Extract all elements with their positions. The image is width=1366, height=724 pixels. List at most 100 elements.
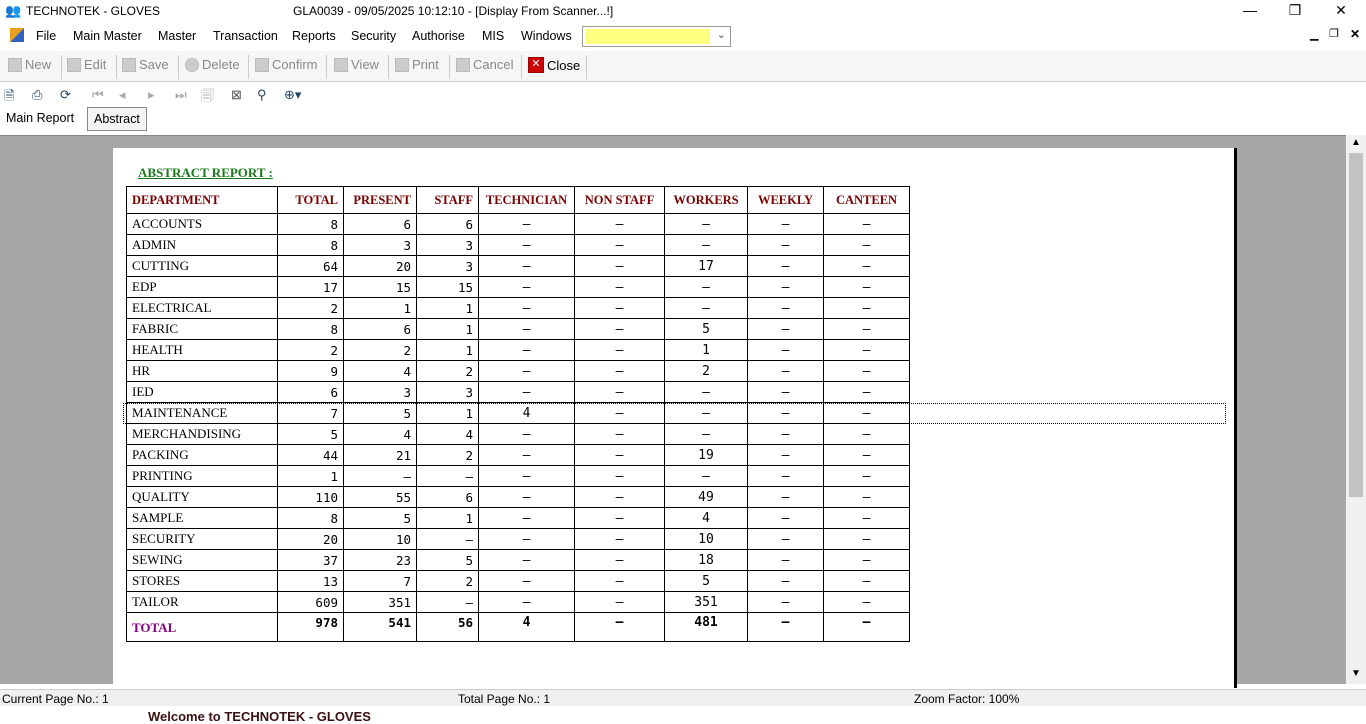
close-window-icon[interactable]: ✕ [1335,2,1347,18]
value-cell: 20 [277,528,344,550]
menu-app-icon[interactable] [10,28,24,42]
view-button[interactable]: View [334,57,379,72]
table-row: SAMPLE 8 5 1– –4– – [126,507,910,529]
print-button[interactable]: Print [395,57,439,72]
mdi-close-icon[interactable]: ✕ [1350,27,1361,41]
value-cell: 15 [416,276,479,298]
company-select[interactable]: ⌄ [582,26,731,47]
print-report-icon[interactable]: ⎙ [32,87,43,102]
mdi-restore-icon[interactable]: ❐ [1329,28,1339,40]
table-row: HR 9 4 2– –2– – [126,360,910,382]
confirm-label: Confirm [272,57,318,72]
value-cell: – [574,255,665,277]
value-cell: – [574,507,665,529]
value-cell: – [823,339,910,361]
first-page-icon[interactable]: ⏮ [92,87,104,102]
close-button[interactable]: ✕ Close [528,57,580,73]
value-cell: – [574,444,665,466]
goto-page-icon[interactable]: 🗐 [201,88,214,103]
value-cell: 2 [416,444,479,466]
confirm-button[interactable]: Confirm [255,57,318,72]
stop-icon[interactable]: ⊠ [231,87,242,102]
value-cell: – [747,486,824,508]
value-cell: 3 [343,381,417,403]
value-cell: 4 [478,612,575,642]
cancel-label: Cancel [473,57,514,72]
scroll-thumb[interactable] [1349,153,1363,497]
new-button[interactable]: New [8,57,51,72]
chevron-down-icon[interactable]: ⌄ [716,29,726,41]
menu-transaction[interactable]: Transaction [213,29,278,43]
vertical-scrollbar[interactable]: ▲ ▼ [1346,135,1366,684]
menu-master[interactable]: Master [158,29,197,43]
tab-main-report[interactable]: Main Report [6,111,75,125]
restore-icon[interactable]: ❐ [1288,2,1302,18]
table-row: QUALITY 110 55 6– –49– – [126,486,910,508]
menu-security[interactable]: Security [351,29,397,43]
menu-file[interactable]: File [36,29,57,43]
department-cell: SECURITY [126,528,278,550]
value-cell: – [574,381,665,403]
department-cell: CUTTING [126,255,278,277]
column-header: DEPARTMENT [126,186,278,214]
delete-button[interactable]: Delete [185,57,240,72]
value-cell: – [478,486,575,508]
value-cell: – [574,297,665,319]
value-cell: – [664,423,748,445]
refresh-icon[interactable]: ⟳ [60,87,71,102]
menu-main-master[interactable]: Main Master [73,29,142,43]
value-cell: – [823,444,910,466]
value-cell: – [823,507,910,529]
separator [449,55,450,79]
scroll-down-icon[interactable]: ▼ [1351,668,1361,679]
save-button[interactable]: Save [122,57,169,72]
table-row: HEALTH 2 2 1– –1– – [126,339,910,361]
value-cell: – [823,612,910,642]
value-cell: 1 [664,339,748,361]
value-cell: – [823,528,910,550]
value-cell: 1 [416,339,479,361]
mdi-minimize-icon[interactable]: ▁ [1310,29,1319,41]
value-cell: 1 [416,318,479,340]
menu-reports[interactable]: Reports [292,29,336,43]
edit-button[interactable]: Edit [67,57,106,72]
value-cell: – [574,486,665,508]
report-tabs: Main Report Abstract [0,107,1366,132]
separator [521,55,522,79]
value-cell: 23 [343,549,417,571]
value-cell: 15 [343,276,417,298]
minimize-icon[interactable]: — [1243,2,1257,18]
menu-mis[interactable]: MIS [482,29,505,43]
value-cell: 8 [277,507,344,529]
separator [586,55,587,79]
value-cell: 2 [277,339,344,361]
save-icon [122,57,136,72]
menu-authorise[interactable]: Authorise [412,29,465,43]
value-cell: – [823,486,910,508]
zoom-icon[interactable]: ⊕▾ [284,87,302,102]
last-page-icon[interactable]: ⏭ [175,87,187,102]
next-page-icon[interactable]: ▸ [148,87,155,102]
table-row: CUTTING 64 20 3– –17– – [126,255,910,277]
menu-windows[interactable]: Windows [521,29,572,43]
scroll-up-icon[interactable]: ▲ [1351,137,1361,148]
department-cell: HEALTH [126,339,278,361]
value-cell: 55 [343,486,417,508]
column-header: CANTEEN [823,186,910,214]
value-cell: 2 [416,570,479,592]
cancel-button[interactable]: Cancel [456,57,513,72]
total-page: Total Page No.: 1 [458,692,551,706]
value-cell: 8 [277,234,344,256]
value-cell: 18 [664,549,748,571]
search-icon[interactable]: ⚲ [257,87,267,102]
table-row: SEWING 37 23 5– –18– – [126,549,910,571]
value-cell: – [823,297,910,319]
table-row: STORES 13 7 2– –5– – [126,570,910,592]
column-header: STAFF [416,186,479,214]
prev-page-icon[interactable]: ◂ [119,87,126,102]
print-icon [395,57,409,72]
value-cell: – [747,528,824,550]
value-cell: 1 [416,297,479,319]
export-icon[interactable]: 🗎 [4,88,15,103]
tab-abstract[interactable]: Abstract [87,107,147,131]
